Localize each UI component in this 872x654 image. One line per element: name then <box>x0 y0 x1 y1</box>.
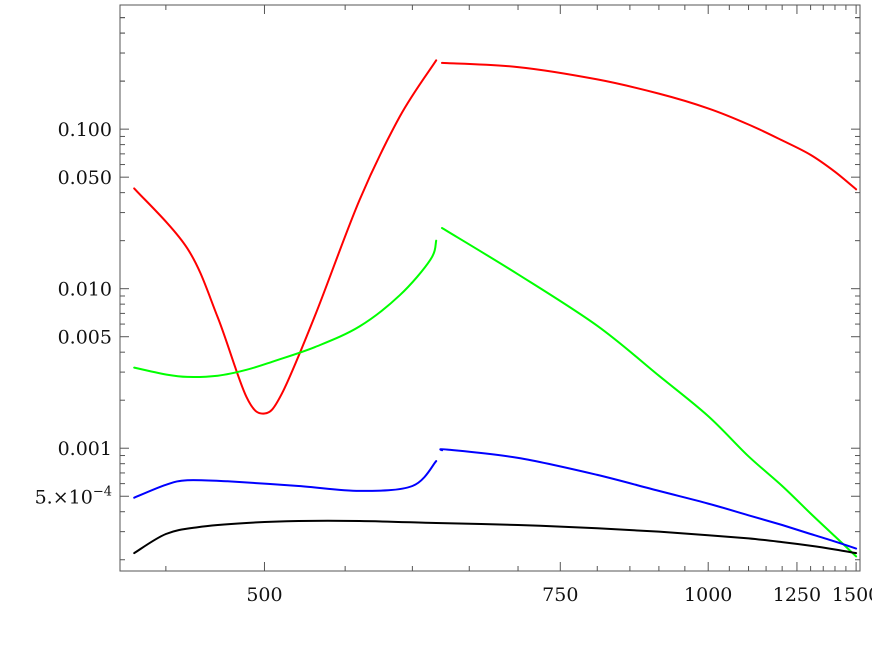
series-line <box>439 448 858 550</box>
y-tick-label: 0.100 <box>58 119 112 141</box>
series-line <box>133 59 438 415</box>
x-tick-label: 750 <box>542 584 578 606</box>
series-group <box>133 59 858 558</box>
series-2 <box>133 448 858 550</box>
series-line <box>133 519 858 555</box>
series-line <box>133 460 438 499</box>
y-tick-label: 0.001 <box>58 438 112 460</box>
y-tick-label-exponent: −4 <box>93 484 112 499</box>
y-tick-label: 0.005 <box>58 327 112 349</box>
y-tick-label: 0.050 <box>58 167 112 189</box>
x-tick-label: 1000 <box>684 584 732 606</box>
series-line <box>441 227 858 558</box>
axis-ticks <box>120 5 860 571</box>
series-1 <box>133 227 858 558</box>
x-tick-label: 500 <box>246 584 282 606</box>
series-0 <box>133 59 858 415</box>
plot-frame <box>119 4 861 572</box>
series-3 <box>133 519 858 555</box>
series-line <box>441 61 858 191</box>
series-line <box>133 239 438 378</box>
y-tick-label: 5.×10−4 <box>35 484 112 508</box>
x-tick-label: 1250 <box>773 584 821 606</box>
y-tick-label: 0.010 <box>58 279 112 301</box>
